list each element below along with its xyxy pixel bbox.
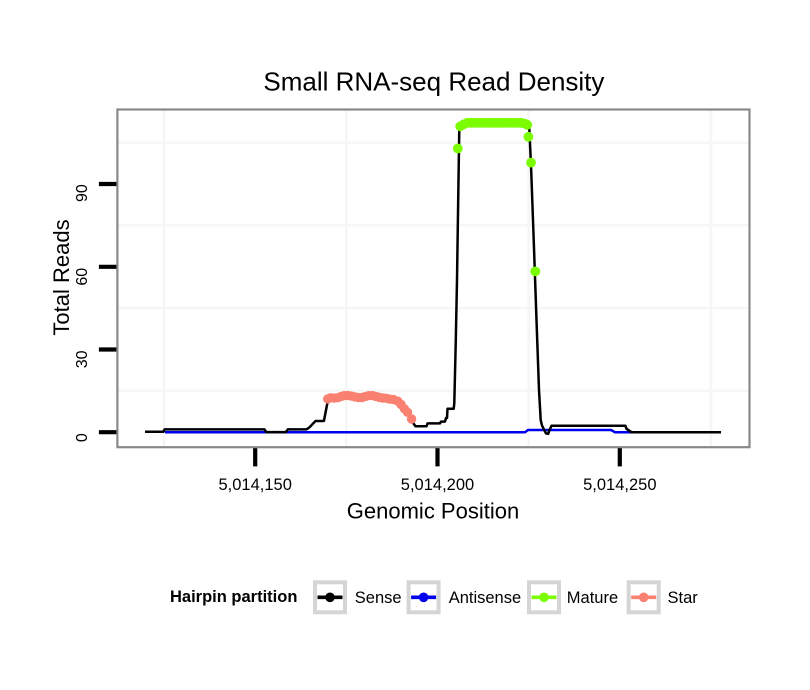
svg-text:Mature: Mature <box>567 589 618 607</box>
svg-text:Sense: Sense <box>355 589 402 607</box>
svg-text:Small RNA-seq Read Density: Small RNA-seq Read Density <box>263 67 604 97</box>
svg-text:30: 30 <box>74 350 91 368</box>
svg-text:60: 60 <box>74 268 91 286</box>
svg-text:Antisense: Antisense <box>449 589 521 607</box>
svg-text:Genomic Position: Genomic Position <box>347 498 519 523</box>
svg-text:Total Reads: Total Reads <box>49 219 74 335</box>
svg-text:Hairpin partition: Hairpin partition <box>170 588 297 606</box>
svg-text:Star: Star <box>668 589 699 607</box>
svg-text:5,014,150: 5,014,150 <box>218 476 291 494</box>
svg-text:0: 0 <box>74 433 91 442</box>
svg-text:90: 90 <box>74 184 91 202</box>
svg-text:5,014,200: 5,014,200 <box>401 476 474 494</box>
svg-text:5,014,250: 5,014,250 <box>583 476 656 494</box>
